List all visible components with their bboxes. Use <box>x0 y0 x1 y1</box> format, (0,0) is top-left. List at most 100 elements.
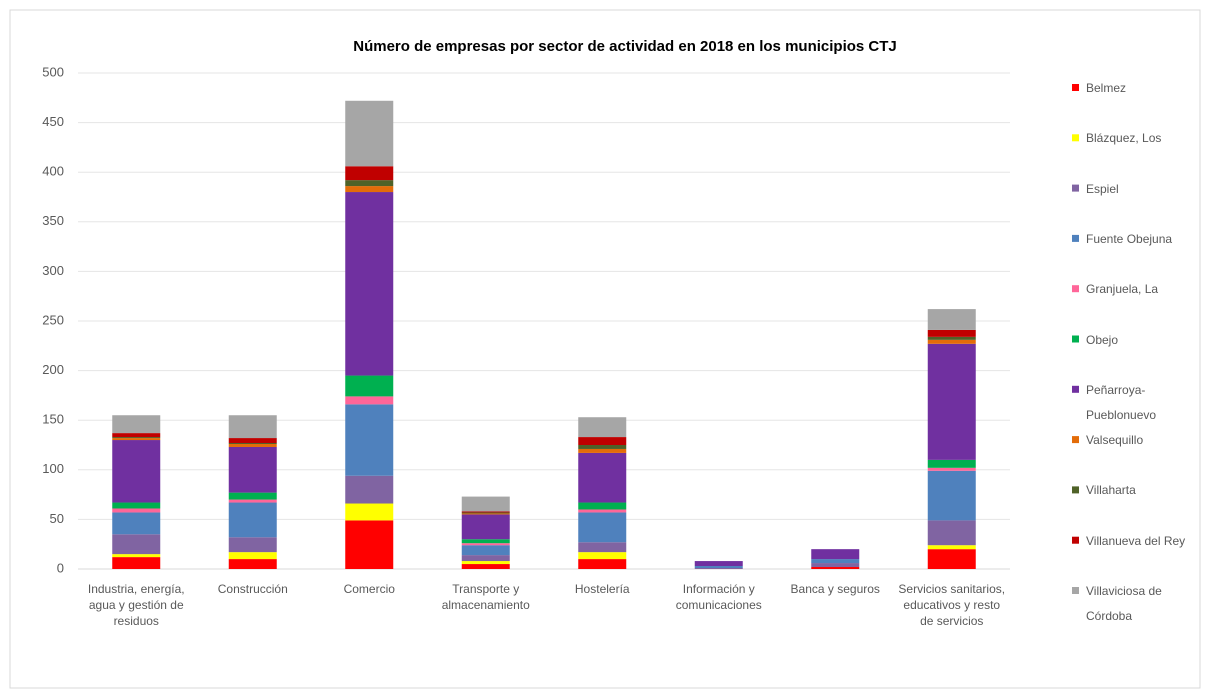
x-tick-label: Servicios sanitarios, educativos y resto… <box>898 582 1006 628</box>
bar-segment <box>345 100 394 167</box>
x-tick-label: Información y comunicaciones <box>675 582 762 612</box>
bar-segment <box>345 166 394 181</box>
bar-segment <box>694 561 743 567</box>
y-tick-label: 50 <box>50 511 64 526</box>
bar-segment <box>578 559 627 569</box>
x-tick-label: Industria, energía, agua y gestión de re… <box>87 582 185 628</box>
bar-segment <box>228 443 277 445</box>
bar-segment <box>228 438 277 444</box>
bar-segment <box>578 509 627 513</box>
legend-label: Valsequillo <box>1086 433 1144 448</box>
bar-segment <box>461 543 510 546</box>
bar-segment <box>927 520 976 546</box>
bar-segment <box>228 415 277 439</box>
bar-segment <box>228 492 277 500</box>
bar-segment <box>461 511 510 513</box>
bar-segment <box>578 552 627 560</box>
bar-segment <box>345 520 394 569</box>
bar-segment <box>228 559 277 569</box>
bar-segment <box>345 503 394 521</box>
bar-segment <box>228 444 277 447</box>
legend-label: Villanueva del Rey <box>1086 533 1186 548</box>
bar-segment <box>228 499 277 503</box>
bar-segment <box>578 448 627 453</box>
bar-segment <box>461 555 510 562</box>
legend-marker <box>1072 285 1079 293</box>
bar-segment <box>927 329 976 337</box>
bar-segment <box>578 417 627 438</box>
bar-segment <box>461 514 510 540</box>
bar-segment <box>927 470 976 521</box>
y-tick-label: 450 <box>42 114 64 129</box>
y-tick-label: 400 <box>42 164 64 179</box>
bar-segment <box>112 502 161 509</box>
chart-border <box>9 9 1201 689</box>
legend-label: Peñarroya-Pueblonuevo <box>1086 382 1157 422</box>
bar-segment <box>112 557 161 569</box>
legend-marker <box>1072 587 1079 594</box>
x-tick-label: Construcción <box>217 582 288 596</box>
bar-segment <box>228 537 277 553</box>
legend-label: Granjuela, La <box>1086 282 1159 297</box>
chart-title: Número de empresas por sector de activid… <box>353 38 897 55</box>
bar-segment <box>345 186 394 193</box>
bar-segment <box>811 563 860 568</box>
x-tick-label: Comercio <box>343 582 395 596</box>
legend-marker <box>1072 335 1079 343</box>
legend-label: Villaviciosa de Córdoba <box>1086 584 1162 623</box>
bar-segment <box>927 309 976 330</box>
y-tick-label: 250 <box>42 312 64 327</box>
legend-marker <box>1072 234 1079 242</box>
bar-segment <box>578 542 627 553</box>
legend-marker <box>1072 184 1079 192</box>
bar-segment <box>927 343 976 460</box>
bar-segment <box>811 549 860 560</box>
bar-segment <box>461 545 510 556</box>
legend-label: Fuente Obejuna <box>1086 231 1173 246</box>
bar-segment <box>345 375 394 397</box>
legend-label: Obejo <box>1086 332 1119 347</box>
bar-segment <box>927 339 976 344</box>
legend-marker <box>1072 385 1079 393</box>
bar-segment <box>927 459 976 468</box>
legend-marker <box>1072 84 1079 91</box>
bar-segment <box>345 180 394 187</box>
y-tick-label: 350 <box>42 213 64 228</box>
x-tick-label: Transporte y almacenamiento <box>441 582 530 612</box>
x-tick-label: Hostelería <box>574 582 630 596</box>
legend-label: Espiel <box>1086 181 1119 196</box>
bar-segment <box>112 534 161 555</box>
bar-segment <box>112 512 161 535</box>
legend-label: Blázquez, Los <box>1086 131 1162 146</box>
bar-segment <box>112 508 161 513</box>
x-tick-label: Banca y seguros <box>790 582 880 596</box>
bar-segment <box>694 568 743 569</box>
bar-segment <box>228 552 277 560</box>
bar-segment <box>578 437 627 445</box>
bar-segment <box>578 452 627 503</box>
bar-segment <box>461 561 510 565</box>
legend-label: Villaharta <box>1086 483 1136 498</box>
bar-segment <box>112 433 161 438</box>
y-tick-label: 0 <box>57 560 64 575</box>
bar-segment <box>461 512 510 514</box>
bar-segment <box>811 567 860 569</box>
y-tick-label: 100 <box>42 461 64 476</box>
bar-segment <box>345 192 394 376</box>
legend-marker <box>1072 436 1079 444</box>
bar-segment <box>578 512 627 543</box>
y-tick-label: 500 <box>42 64 64 79</box>
bar-segment <box>112 440 161 503</box>
bar-segment <box>694 566 743 569</box>
legend-marker <box>1072 536 1079 544</box>
y-tick-label: 150 <box>42 412 64 427</box>
bar-segment <box>112 438 161 441</box>
bar-segment <box>927 545 976 550</box>
bar-segment <box>927 549 976 569</box>
bar-segment <box>927 336 976 340</box>
bar-segment <box>345 475 394 504</box>
bar-segment <box>112 415 161 434</box>
bar-segment <box>461 513 510 515</box>
